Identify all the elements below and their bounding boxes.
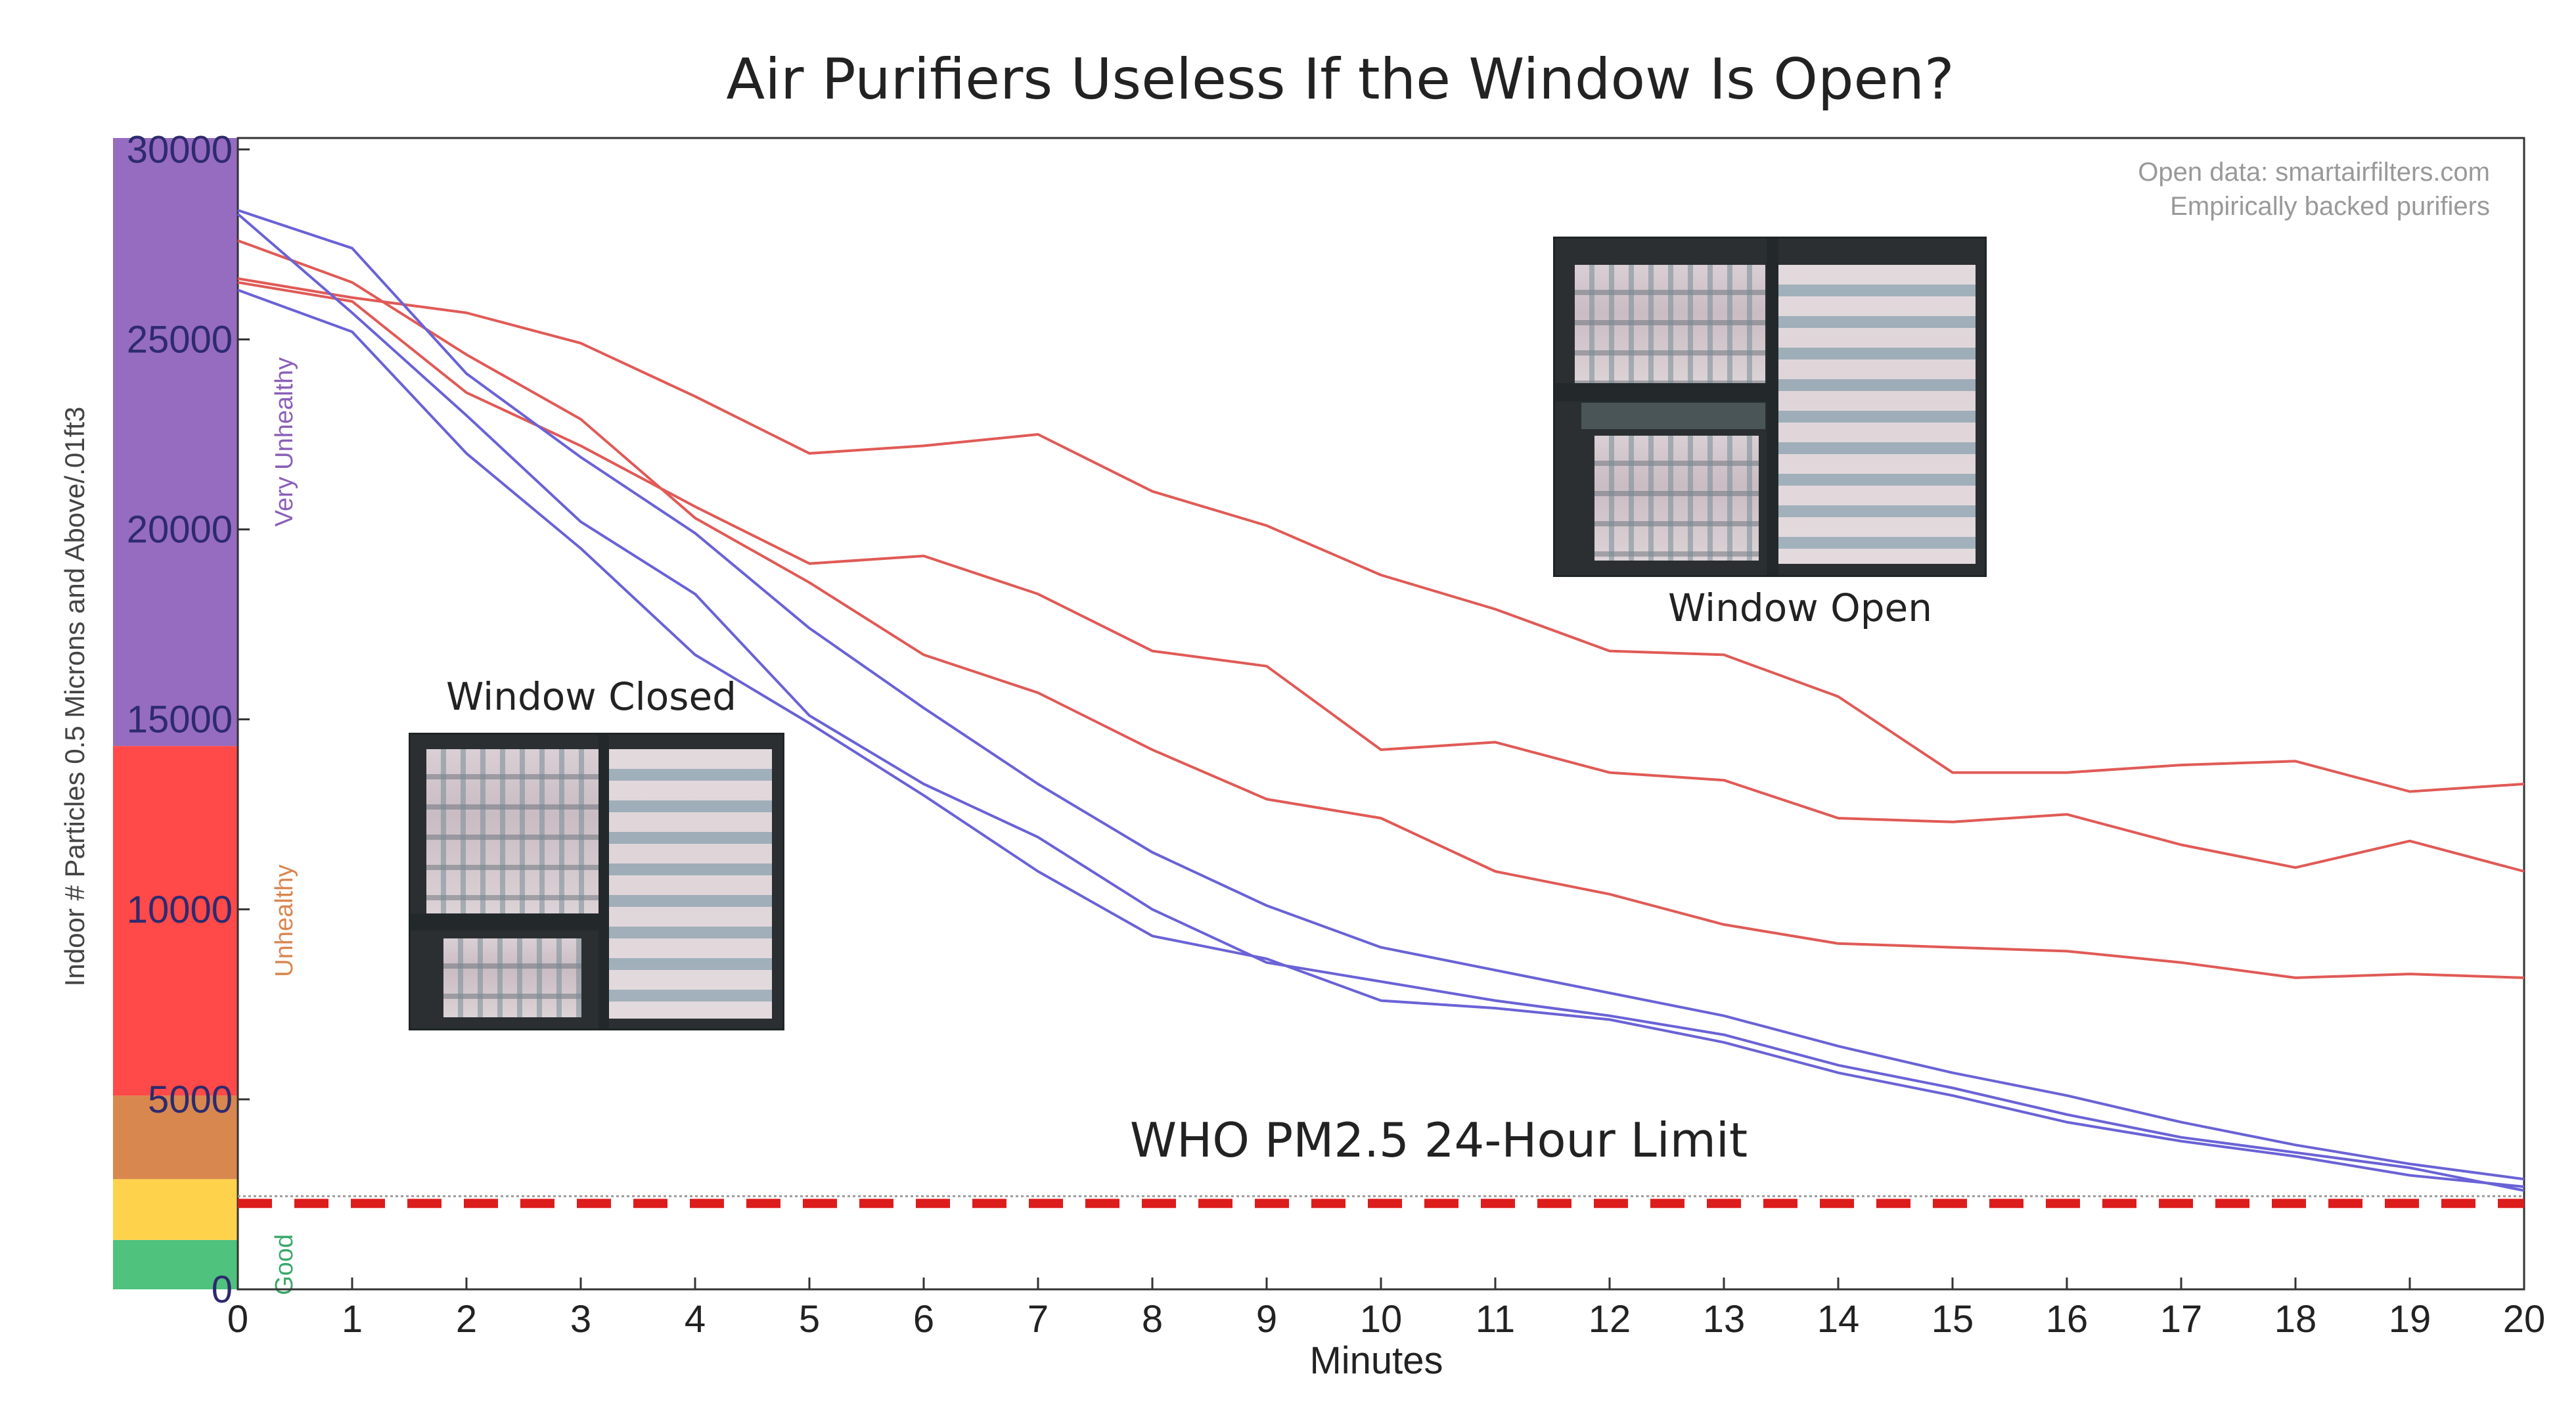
aqi-band-label-3: Unhealthy [271, 865, 298, 977]
series-line-closed-3 [237, 209, 2525, 1181]
y-tick-label-0: 0 [212, 1268, 233, 1311]
window-open-label: Window Open [1668, 586, 1932, 630]
window-closed-label: Window Closed [446, 674, 736, 719]
aqi-band-2 [113, 1095, 238, 1180]
aqi-bands [113, 138, 238, 1289]
aqi-band-1 [113, 1179, 238, 1240]
x-axis-label: Minutes [1309, 1339, 1443, 1382]
x-tick-label-9: 9 [1256, 1298, 1277, 1341]
x-tick-label-20: 20 [2503, 1298, 2546, 1341]
aqi-band-4 [113, 138, 238, 747]
y-tick-label-20000: 20000 [127, 509, 233, 551]
x-tick-label-2: 2 [456, 1298, 477, 1341]
who-limit-line [238, 1195, 2524, 1209]
who-limit-label: WHO PM2.5 24-Hour Limit [1130, 1113, 1748, 1168]
x-tick-label-5: 5 [799, 1298, 820, 1341]
series-line-open-2 [237, 281, 2525, 873]
x-tick-label-15: 15 [1932, 1298, 1974, 1341]
x-tick-label-16: 16 [2046, 1298, 2089, 1341]
y-axis-label: Indoor # Particles 0.5 Microns and Above… [59, 407, 90, 987]
y-tick-label-10000: 10000 [127, 888, 233, 931]
y-tick-label-25000: 25000 [127, 318, 233, 361]
x-tick-label-8: 8 [1142, 1298, 1163, 1341]
series-line-closed-5 [237, 288, 2525, 1188]
x-tick-label-14: 14 [1817, 1298, 1860, 1341]
x-axis-ticks: 0 1 2 3 4 5 6 7 8 9 10 11 12 13 14 15 16 17 18 19 20 [227, 1278, 2545, 1341]
source-line-2: Empirically backed purifiers [2170, 192, 2490, 221]
aqi-band-0 [113, 1239, 238, 1289]
y-tick-label-15000: 15000 [127, 699, 233, 741]
y-axis-ticks: 0 5000 10000 15000 20000 25000 30000 [127, 128, 250, 1311]
window-open-photo [1553, 237, 1987, 577]
x-tick-label-18: 18 [2274, 1298, 2317, 1341]
x-tick-label-10: 10 [1360, 1298, 1403, 1341]
x-tick-label-12: 12 [1589, 1298, 1631, 1341]
aqi-band-label-0: Good [271, 1234, 298, 1295]
source-line-1: Open data: smartairfilters.com [2138, 158, 2490, 187]
y-tick-label-30000: 30000 [127, 128, 233, 171]
series-line-closed-4 [237, 213, 2525, 1192]
x-tick-label-11: 11 [1476, 1298, 1515, 1341]
x-tick-label-1: 1 [342, 1298, 363, 1341]
x-tick-label-0: 0 [227, 1298, 248, 1341]
x-tick-label-7: 7 [1028, 1298, 1049, 1341]
series-line-open-0 [237, 239, 2525, 979]
aqi-band-label-4: Very Unhealthy [271, 357, 298, 527]
window-closed-photo [409, 733, 784, 1030]
x-tick-label-19: 19 [2389, 1298, 2431, 1341]
y-tick-label-5000: 5000 [148, 1078, 233, 1121]
series-line-open-1 [237, 277, 2525, 793]
x-tick-label-6: 6 [913, 1298, 934, 1341]
series-lines [237, 209, 2525, 1192]
aqi-band-3 [113, 746, 238, 1096]
x-tick-label-13: 13 [1703, 1298, 1746, 1341]
x-tick-label-3: 3 [570, 1298, 591, 1341]
x-tick-label-17: 17 [2160, 1298, 2203, 1341]
aqi-band-labels: Good Unhealthy Very Unhealthy [271, 357, 298, 1295]
chart-title: Air Purifiers Useless If the Window Is O… [726, 47, 1954, 112]
x-tick-label-4: 4 [685, 1298, 706, 1341]
